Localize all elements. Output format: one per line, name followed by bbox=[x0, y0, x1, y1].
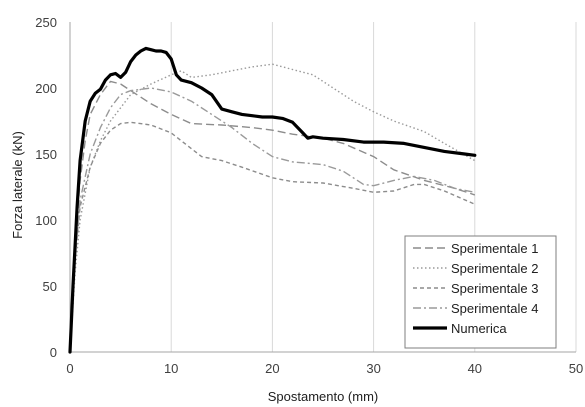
legend-label-2: Sperimentale 2 bbox=[451, 261, 538, 276]
series-line-4 bbox=[69, 87, 475, 353]
legend-label-5: Numerica bbox=[451, 321, 507, 336]
y-tick-label: 200 bbox=[35, 81, 57, 96]
x-tick-label: 0 bbox=[66, 361, 73, 376]
series-line-1 bbox=[69, 80, 476, 353]
y-tick-label: 50 bbox=[43, 279, 57, 294]
x-tick-labels: 0 10 20 30 40 50 bbox=[66, 361, 583, 376]
x-tick-label: 20 bbox=[265, 361, 279, 376]
x-tick-label: 50 bbox=[569, 361, 583, 376]
x-axis-label: Spostamento (mm) bbox=[268, 389, 379, 404]
y-tick-label: 250 bbox=[35, 15, 57, 30]
x-tick-label: 40 bbox=[468, 361, 482, 376]
y-tick-labels: 0 50 100 150 200 250 bbox=[35, 15, 57, 360]
legend-label-4: Sperimentale 4 bbox=[451, 301, 538, 316]
series-line-3 bbox=[69, 121, 476, 353]
axes bbox=[69, 22, 576, 353]
legend-label-3: Sperimentale 3 bbox=[451, 281, 538, 296]
y-tick-label: 0 bbox=[50, 345, 57, 360]
y-tick-label: 100 bbox=[35, 213, 57, 228]
series-line-5 bbox=[68, 46, 477, 354]
x-tick-label: 10 bbox=[164, 361, 178, 376]
series-line-2 bbox=[69, 63, 476, 353]
series-lines bbox=[68, 46, 477, 354]
y-axis-label: Forza laterale (kN) bbox=[10, 131, 25, 239]
x-tick-label: 30 bbox=[366, 361, 380, 376]
legend: Sperimentale 1 Sperimentale 2 Sperimentale… bbox=[404, 235, 557, 349]
legend-label-1: Sperimentale 1 bbox=[451, 241, 538, 256]
y-tick-label: 150 bbox=[35, 147, 57, 162]
